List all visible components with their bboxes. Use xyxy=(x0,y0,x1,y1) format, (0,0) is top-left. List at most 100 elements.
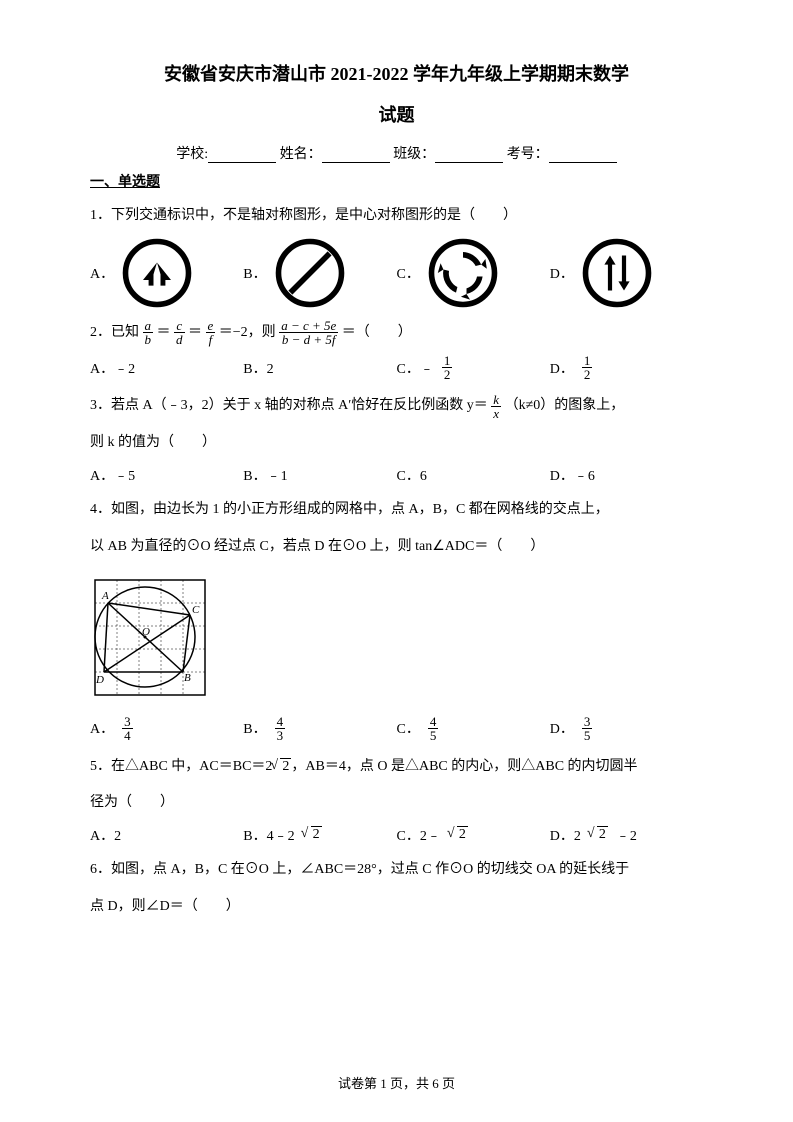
svg-text:C: C xyxy=(192,604,200,616)
q2-c-text: C．﹣ xyxy=(397,358,434,378)
class-label: 班级： xyxy=(393,147,435,162)
q5-opt-c: C．2﹣ 2 xyxy=(397,825,550,845)
question-5-line1: 5．在△ABC 中，AC＝BC＝22，AB＝4，点 O 是△ABC 的内心，则△… xyxy=(90,752,703,783)
student-info-line: 学校: 姓名： 班级： 考号： xyxy=(90,143,703,163)
q2-frac3-n: e xyxy=(206,319,216,333)
q2-opt-d: D． 12 xyxy=(550,354,703,381)
q5-sqrt1: 2 xyxy=(272,752,291,783)
question-5-line2: 径为（ ） xyxy=(90,788,703,819)
q2-a-text: A．﹣2 xyxy=(90,358,135,378)
question-1-options: A． B． C． D． xyxy=(90,238,703,308)
examno-label: 考号： xyxy=(507,147,549,162)
q2-stem-pre: 2．已知 xyxy=(90,325,139,340)
q5-sqrt1-rad: 2 xyxy=(280,758,291,774)
q5-opt-d: D．2 2 ﹣2 xyxy=(550,825,703,845)
sign-b-icon xyxy=(275,238,345,308)
q4-fracC: 45 xyxy=(428,715,439,742)
question-3: 3．若点 A（﹣3，2）关于 x 轴的对称点 A′恰好在反比例函数 y＝ kx … xyxy=(90,391,703,422)
q5-sqrtD-rad: 2 xyxy=(597,826,608,842)
q2-opt-c: C．﹣ 12 xyxy=(397,354,550,381)
q1-opt-a: A． xyxy=(90,238,243,308)
question-3-options: A．﹣5 B．﹣1 C．6 D．﹣6 xyxy=(90,465,703,485)
class-blank xyxy=(435,149,503,163)
q4-opt-d: D． 35 xyxy=(550,715,703,742)
q2-stem-post: ＝（ ） xyxy=(342,325,412,340)
q4-fracA-n: 3 xyxy=(122,715,133,729)
q2-fracD-d: 2 xyxy=(582,368,593,381)
q2-fracC-n: 1 xyxy=(442,354,453,368)
q3-stem-pre: 3．若点 A（﹣3，2）关于 x 轴的对称点 A′恰好在反比例函数 y＝ xyxy=(90,398,488,413)
question-3-line2: 则 k 的值为（ ） xyxy=(90,428,703,459)
q3-d-text: D．﹣6 xyxy=(550,465,595,485)
q5-line1-mid: ，AB＝4，点 O 是△ABC 的内心，则△ABC 的内切圆半 xyxy=(291,759,637,774)
q4-b-label: B． xyxy=(243,718,266,738)
q3-frac-n: k xyxy=(491,393,501,407)
q2-frac4-d: b − d + 5f xyxy=(279,333,338,346)
q2-frac2: cd xyxy=(174,319,185,346)
q5-sqrtB: 2 xyxy=(303,827,322,843)
q4-fracB-n: 4 xyxy=(275,715,286,729)
svg-text:A: A xyxy=(101,590,109,602)
page-footer: 试卷第 1 页，共 6 页 xyxy=(0,1073,793,1092)
q4-a-label: A． xyxy=(90,718,114,738)
q3-frac-d: x xyxy=(491,407,501,420)
q1-a-label: A． xyxy=(90,263,114,283)
q3-stem-post: （k≠0）的图象上， xyxy=(505,398,625,413)
q4-fracB: 43 xyxy=(275,715,286,742)
page-subtitle: 试题 xyxy=(90,101,703,127)
question-6-line2: 点 D，则∠D＝（ ） xyxy=(90,892,703,923)
q4-c-label: C． xyxy=(397,718,420,738)
q4-fracD: 35 xyxy=(582,715,593,742)
q4-fracA: 34 xyxy=(122,715,133,742)
q2-frac1-d: b xyxy=(143,333,154,346)
q4-fracC-n: 4 xyxy=(428,715,439,729)
q5-a-text: A．2 xyxy=(90,825,121,845)
q5-c-text: C．2﹣ xyxy=(397,825,441,845)
q2-frac4: a − c + 5eb − d + 5f xyxy=(279,319,338,346)
q2-frac2-d: d xyxy=(174,333,185,346)
q2-frac2-n: c xyxy=(174,319,185,333)
q4-fracC-d: 5 xyxy=(428,729,439,742)
q3-c-text: C．6 xyxy=(397,465,427,485)
q2-opt-a: A．﹣2 xyxy=(90,358,243,378)
q4-opt-c: C． 45 xyxy=(397,715,550,742)
question-2: 2．已知 ab ＝ cd ＝ ef ＝−2，则 a − c + 5eb − d … xyxy=(90,318,703,349)
q4-fracB-d: 3 xyxy=(275,729,286,742)
q2-stem-mid: ＝−2，则 xyxy=(219,325,276,340)
question-4-line1: 4．如图，由边长为 1 的小正方形组成的网格中，点 A，B，C 都在网格线的交点… xyxy=(90,495,703,526)
question-2-options: A．﹣2 B．2 C．﹣ 12 D． 12 xyxy=(90,354,703,381)
q4-opt-b: B． 43 xyxy=(243,715,396,742)
q5-sqrtC: 2 xyxy=(449,827,468,843)
q5-opt-b: B．4﹣2 2 xyxy=(243,825,396,845)
q2-frac1-n: a xyxy=(143,319,154,333)
question-4-options: A． 34 B． 43 C． 45 D． 35 xyxy=(90,715,703,742)
q5-b-text: B．4﹣2 xyxy=(243,825,294,845)
school-blank xyxy=(208,149,276,163)
q4-fracD-n: 3 xyxy=(582,715,593,729)
q2-frac4-n: a − c + 5e xyxy=(279,319,338,333)
q1-opt-b: B． xyxy=(243,238,396,308)
q2-fracD-n: 1 xyxy=(582,354,593,368)
q2-d-text: D． xyxy=(550,358,574,378)
q3-opt-a: A．﹣5 xyxy=(90,465,243,485)
question-6-line1: 6．如图，点 A，B，C 在⊙O 上，∠ABC＝28°，过点 C 作⊙O 的切线… xyxy=(90,855,703,886)
sign-a-icon xyxy=(122,238,192,308)
page-title: 安徽省安庆市潜山市 2021-2022 学年九年级上学期期末数学 xyxy=(90,60,703,89)
examno-blank xyxy=(549,149,617,163)
q4-opt-a: A． 34 xyxy=(90,715,243,742)
question-1: 1．下列交通标识中，不是轴对称图形，是中心对称图形的是（ ） xyxy=(90,201,703,232)
q1-opt-d: D． xyxy=(550,238,703,308)
q3-frac: kx xyxy=(491,393,501,420)
q5-d-post: ﹣2 xyxy=(616,825,637,845)
sign-d-icon xyxy=(582,238,652,308)
q5-sqrtD: 2 xyxy=(589,827,608,843)
q1-c-label: C． xyxy=(397,263,420,283)
q3-a-text: A．﹣5 xyxy=(90,465,135,485)
q2-fracD: 12 xyxy=(582,354,593,381)
q3-opt-b: B．﹣1 xyxy=(243,465,396,485)
q2-frac3-d: f xyxy=(206,333,216,346)
q5-d-text: D．2 xyxy=(550,825,581,845)
q5-opt-a: A．2 xyxy=(90,825,243,845)
q3-opt-d: D．﹣6 xyxy=(550,465,703,485)
q3-b-text: B．﹣1 xyxy=(243,465,287,485)
